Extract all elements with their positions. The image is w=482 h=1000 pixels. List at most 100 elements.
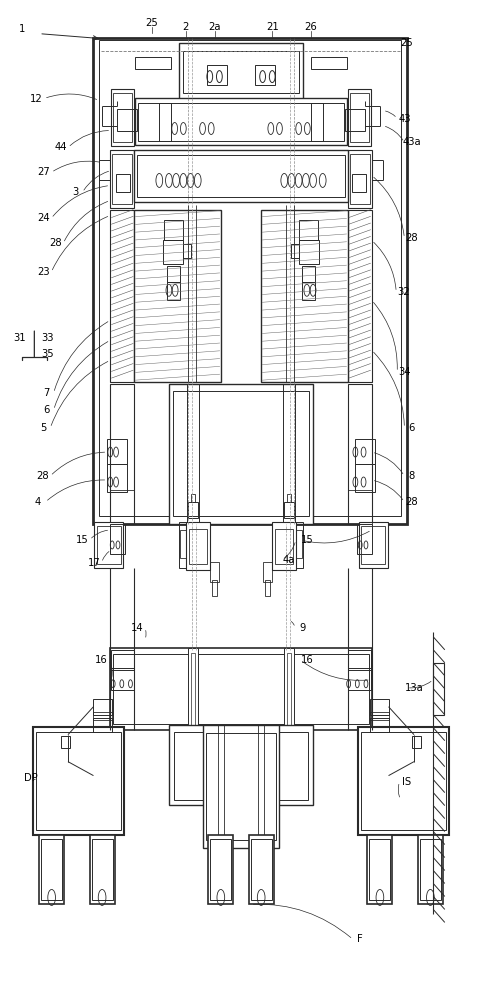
Bar — [258, 725, 264, 848]
Bar — [275, 529, 293, 564]
Bar — [173, 391, 309, 516]
Bar — [358, 727, 449, 835]
Text: 23: 23 — [38, 267, 50, 277]
Bar — [138, 103, 344, 140]
Bar — [218, 725, 224, 848]
Bar — [418, 835, 443, 904]
Bar — [433, 663, 444, 715]
Bar — [348, 384, 372, 524]
Bar — [349, 93, 369, 142]
Bar — [255, 65, 275, 85]
Bar — [294, 522, 304, 568]
Bar — [270, 732, 308, 800]
Bar — [159, 103, 171, 140]
Bar — [355, 439, 375, 464]
Text: 15: 15 — [76, 535, 89, 545]
Bar — [134, 150, 348, 202]
Bar — [361, 732, 446, 830]
Bar — [296, 530, 302, 558]
Text: DP: DP — [24, 773, 38, 783]
Bar — [36, 732, 121, 830]
Text: 16: 16 — [301, 655, 314, 665]
Bar — [284, 502, 294, 518]
Bar — [186, 522, 210, 570]
Bar — [110, 384, 134, 524]
Bar — [107, 464, 127, 492]
Text: 33: 33 — [41, 333, 54, 343]
Bar — [33, 727, 124, 835]
Bar — [116, 174, 131, 192]
Bar — [345, 109, 364, 131]
Bar — [299, 220, 318, 240]
Bar — [188, 502, 198, 518]
Bar — [370, 699, 388, 715]
Text: 7: 7 — [43, 388, 50, 398]
Bar — [348, 89, 371, 146]
Bar — [169, 725, 217, 805]
Bar — [94, 712, 112, 720]
Bar — [110, 648, 372, 730]
Bar — [178, 522, 188, 568]
Bar — [348, 210, 372, 382]
Bar — [111, 650, 134, 670]
Bar — [369, 839, 390, 900]
Bar — [113, 654, 369, 724]
Bar — [164, 220, 183, 240]
Text: 14: 14 — [132, 623, 144, 633]
Bar — [113, 93, 133, 142]
Text: 44: 44 — [54, 142, 67, 152]
Text: 24: 24 — [38, 213, 50, 223]
Bar — [311, 57, 347, 69]
Bar — [348, 668, 371, 690]
Bar — [206, 733, 276, 840]
Bar — [112, 154, 133, 204]
Bar — [118, 109, 137, 131]
Text: 28: 28 — [37, 471, 49, 481]
Bar — [111, 668, 134, 690]
Text: 28: 28 — [405, 233, 418, 243]
Bar — [97, 526, 121, 564]
Bar — [283, 384, 295, 524]
Bar — [94, 699, 112, 715]
Bar — [94, 38, 407, 524]
Bar — [357, 524, 372, 554]
Bar — [251, 839, 272, 900]
Bar — [367, 835, 392, 904]
Bar — [90, 835, 115, 904]
Bar — [349, 154, 370, 204]
Text: 27: 27 — [38, 167, 50, 177]
Bar — [359, 522, 388, 568]
Bar — [212, 580, 217, 596]
Bar — [302, 282, 315, 300]
Bar — [348, 650, 371, 670]
Bar — [183, 244, 191, 258]
Text: 28: 28 — [50, 238, 62, 248]
Text: 5: 5 — [40, 423, 46, 433]
Bar — [189, 529, 207, 564]
Bar — [210, 839, 231, 900]
Text: 2a: 2a — [208, 22, 221, 32]
Bar — [370, 712, 388, 720]
Bar — [134, 210, 221, 382]
Bar — [188, 648, 198, 730]
Bar — [265, 725, 313, 805]
Bar — [178, 43, 304, 101]
Bar — [210, 562, 219, 582]
Bar — [167, 282, 180, 300]
Bar — [174, 732, 212, 800]
Text: 32: 32 — [397, 287, 410, 297]
Text: 8: 8 — [408, 471, 415, 481]
Text: 2: 2 — [183, 22, 189, 32]
Bar — [207, 65, 227, 85]
Bar — [110, 150, 134, 208]
Bar — [348, 150, 372, 208]
Bar — [287, 653, 291, 725]
Text: 34: 34 — [398, 367, 411, 377]
Bar — [412, 736, 421, 748]
Text: 31: 31 — [13, 333, 26, 343]
Bar — [169, 384, 313, 524]
Text: 4a: 4a — [283, 555, 295, 565]
Bar — [107, 439, 127, 464]
Text: 3: 3 — [72, 187, 78, 197]
Text: 1: 1 — [19, 24, 26, 34]
